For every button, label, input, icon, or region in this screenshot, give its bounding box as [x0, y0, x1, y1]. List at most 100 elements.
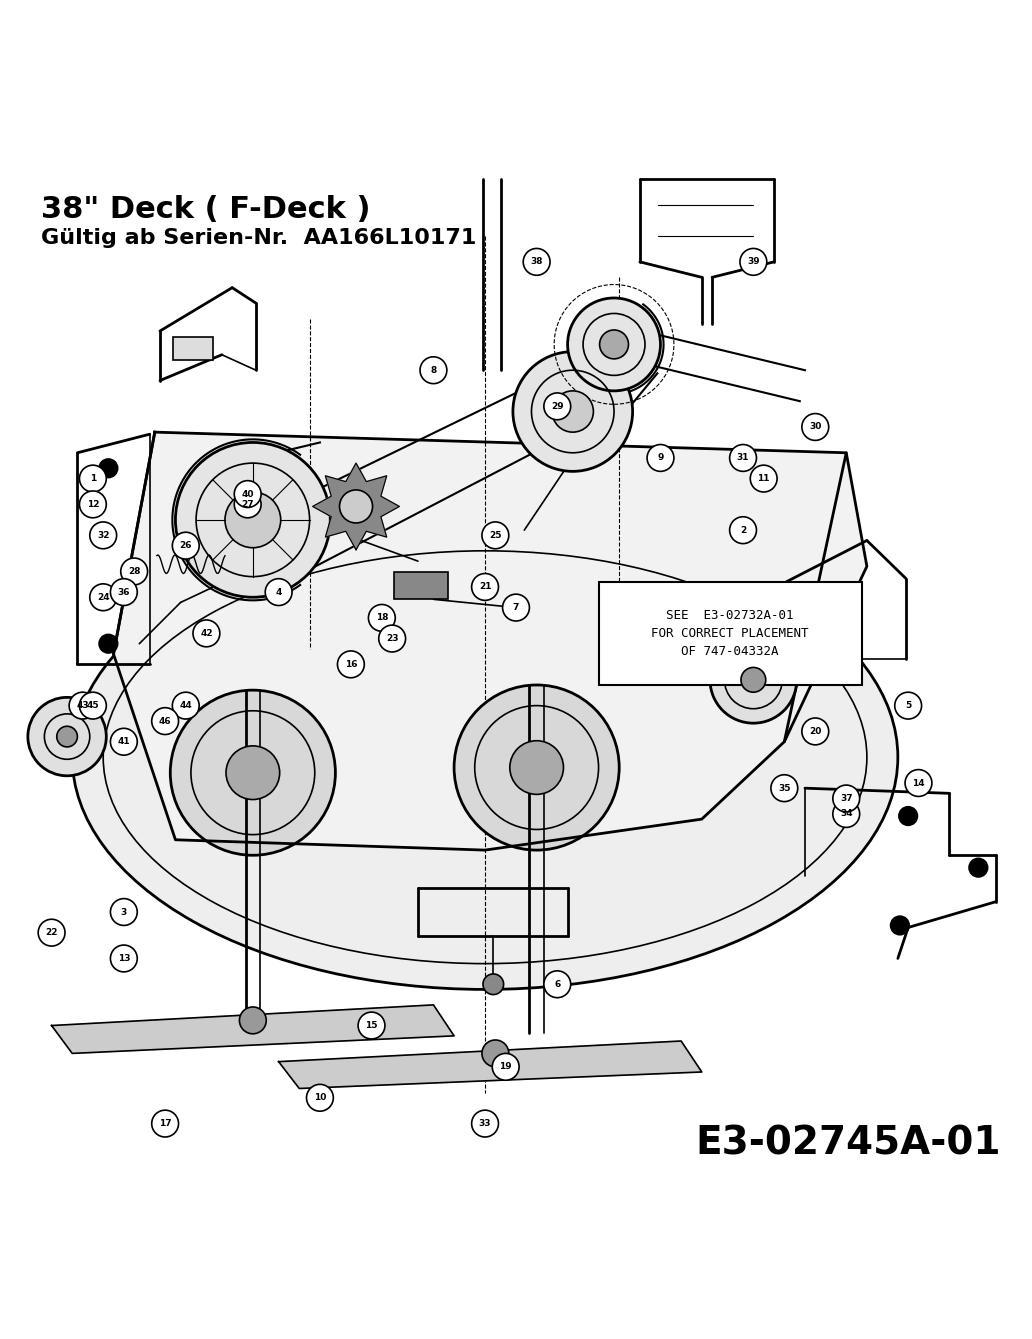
Text: 22: 22: [45, 928, 58, 937]
Circle shape: [544, 971, 571, 998]
Text: 3: 3: [121, 908, 127, 916]
Circle shape: [79, 465, 106, 491]
Circle shape: [750, 465, 777, 491]
Polygon shape: [114, 432, 867, 850]
Circle shape: [38, 920, 65, 947]
Circle shape: [740, 249, 767, 276]
Text: 11: 11: [757, 474, 770, 483]
Text: 36: 36: [118, 588, 130, 597]
Text: 12: 12: [87, 499, 99, 509]
Text: 33: 33: [479, 1119, 491, 1127]
Circle shape: [79, 491, 106, 518]
FancyBboxPatch shape: [599, 581, 862, 686]
Circle shape: [265, 578, 292, 605]
Text: E3-02745A-01: E3-02745A-01: [696, 1125, 1001, 1162]
Polygon shape: [313, 463, 399, 550]
Text: 43: 43: [76, 702, 89, 710]
Circle shape: [175, 442, 330, 597]
Text: 41: 41: [118, 738, 130, 746]
Text: 14: 14: [912, 778, 925, 787]
Circle shape: [69, 692, 96, 719]
Circle shape: [90, 584, 117, 611]
Polygon shape: [279, 1040, 702, 1089]
Circle shape: [121, 558, 148, 585]
Circle shape: [833, 801, 860, 828]
Text: 28: 28: [128, 566, 140, 576]
Text: 39: 39: [747, 257, 760, 266]
Text: 8: 8: [430, 366, 437, 375]
Circle shape: [420, 356, 447, 384]
Text: 27: 27: [241, 499, 254, 509]
Circle shape: [239, 1007, 266, 1034]
Text: 4: 4: [276, 588, 282, 597]
Text: 25: 25: [489, 530, 502, 540]
Circle shape: [710, 636, 797, 723]
Circle shape: [368, 604, 395, 631]
Bar: [173, 337, 213, 360]
Circle shape: [454, 686, 619, 850]
Circle shape: [492, 1054, 519, 1081]
Text: 21: 21: [479, 582, 491, 592]
Circle shape: [379, 625, 406, 652]
Text: 5: 5: [905, 702, 911, 710]
Circle shape: [568, 299, 660, 391]
Circle shape: [969, 858, 988, 877]
Text: 19: 19: [499, 1062, 512, 1071]
Circle shape: [152, 1110, 179, 1137]
Text: 9: 9: [657, 454, 664, 462]
Circle shape: [503, 595, 529, 621]
Text: 24: 24: [97, 593, 109, 601]
Circle shape: [99, 635, 118, 653]
Circle shape: [730, 445, 756, 471]
Circle shape: [337, 651, 364, 678]
Circle shape: [152, 708, 179, 735]
Text: 32: 32: [97, 530, 109, 540]
Circle shape: [99, 459, 118, 478]
Circle shape: [234, 481, 261, 507]
Text: 29: 29: [551, 402, 563, 411]
Ellipse shape: [72, 525, 898, 990]
Circle shape: [28, 698, 106, 775]
Circle shape: [482, 522, 509, 549]
Circle shape: [552, 391, 593, 432]
Text: 35: 35: [778, 783, 791, 793]
Text: 17: 17: [159, 1119, 171, 1127]
Text: 26: 26: [180, 541, 192, 550]
Circle shape: [172, 532, 199, 560]
Text: 38: 38: [530, 257, 543, 266]
Text: 45: 45: [87, 702, 99, 710]
Circle shape: [172, 692, 199, 719]
Circle shape: [57, 726, 77, 747]
Circle shape: [802, 414, 829, 441]
Circle shape: [482, 1040, 509, 1067]
Circle shape: [510, 740, 563, 794]
Text: 1: 1: [90, 474, 96, 483]
Circle shape: [110, 898, 137, 925]
Circle shape: [170, 690, 335, 856]
Text: 42: 42: [200, 629, 213, 637]
Circle shape: [905, 770, 932, 797]
Text: 20: 20: [809, 727, 821, 736]
Circle shape: [110, 578, 137, 605]
Text: SEE  E3-02732A-01
FOR CORRECT PLACEMENT
OF 747-04332A: SEE E3-02732A-01 FOR CORRECT PLACEMENT O…: [651, 609, 809, 657]
Text: 37: 37: [840, 794, 852, 803]
Circle shape: [472, 1110, 498, 1137]
Text: Gültig ab Serien-Nr.  AA166L10171: Gültig ab Serien-Nr. AA166L10171: [41, 228, 477, 248]
Text: 2: 2: [740, 526, 746, 534]
Circle shape: [771, 775, 798, 802]
Text: 6: 6: [554, 980, 560, 988]
Polygon shape: [52, 1004, 454, 1054]
Circle shape: [472, 573, 498, 600]
Circle shape: [600, 329, 628, 359]
Text: 13: 13: [118, 953, 130, 963]
Circle shape: [225, 491, 281, 548]
Text: 34: 34: [840, 810, 852, 818]
Circle shape: [895, 692, 922, 719]
Circle shape: [741, 667, 766, 692]
Circle shape: [110, 945, 137, 972]
Bar: [394, 573, 448, 600]
Circle shape: [513, 352, 633, 471]
Circle shape: [523, 249, 550, 276]
Text: 38" Deck ( F-Deck ): 38" Deck ( F-Deck ): [41, 194, 370, 224]
Text: 10: 10: [314, 1093, 326, 1102]
